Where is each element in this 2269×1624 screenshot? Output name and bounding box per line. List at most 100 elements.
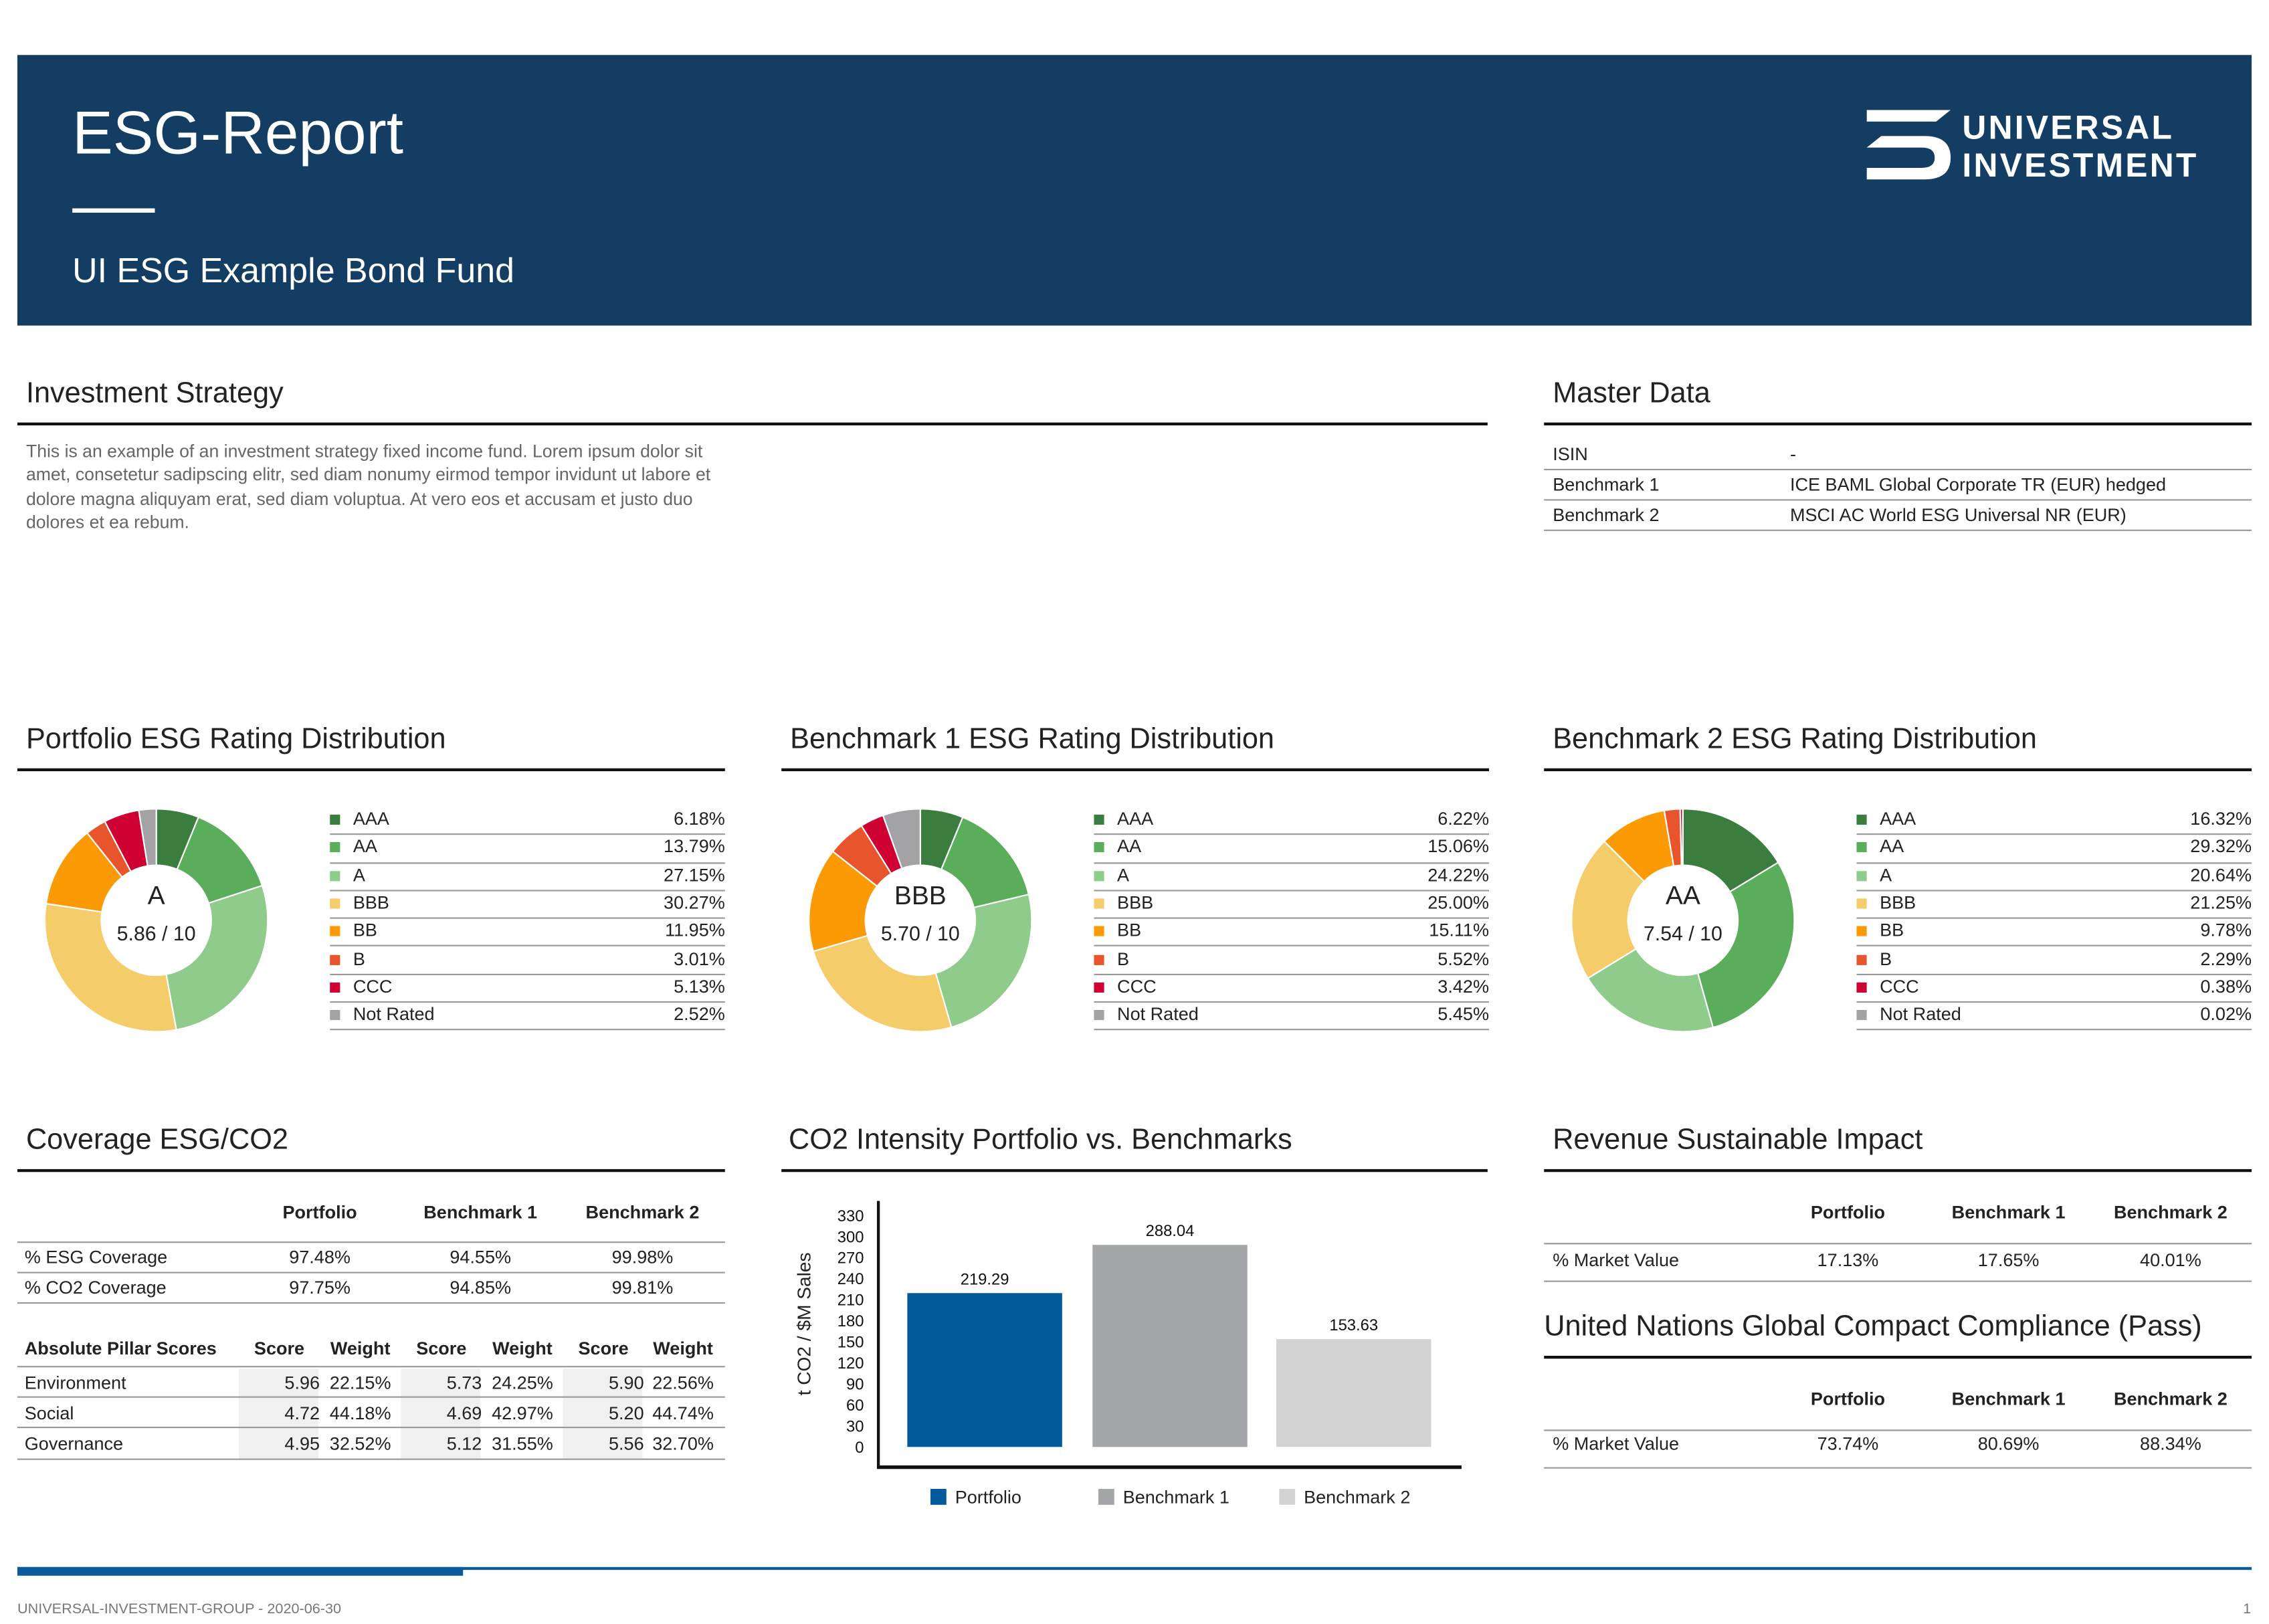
legend-label: Benchmark 1 xyxy=(1123,1488,1229,1508)
legend-value: 5.13% xyxy=(674,976,725,997)
pillar-value: 5.12 xyxy=(446,1433,482,1455)
ungc-value: 73.74% xyxy=(1817,1433,1879,1455)
legend-row: Not Rated 5.45% xyxy=(1094,1001,1490,1031)
logo-mark-icon xyxy=(1866,110,1951,180)
legend-swatch xyxy=(330,926,340,937)
center-score: 5.70 / 10 xyxy=(880,922,960,945)
donut-slice-bbb xyxy=(1571,840,1646,980)
legend-swatch xyxy=(930,1489,947,1505)
legend-row: A 24.22% xyxy=(1094,861,1490,892)
header-banner: ESG-Report UI ESG Example Bond Fund UNIV… xyxy=(17,55,2252,326)
center-grade: AA xyxy=(1665,881,1700,910)
pillar-row-label: Environment xyxy=(24,1373,126,1394)
legend-value: 20.64% xyxy=(2190,864,2252,886)
rating-donut-chart xyxy=(44,808,269,1033)
master-data-label: ISIN xyxy=(1553,444,1588,465)
revenue-value: 17.65% xyxy=(1977,1250,2040,1271)
section-divider xyxy=(1544,768,2252,772)
universal-investment-logo: UNIVERSAL INVESTMENT xyxy=(1866,107,2200,188)
logo-text-line2: INVESTMENT xyxy=(1962,146,2199,184)
legend-value: 5.52% xyxy=(1438,948,1490,969)
legend-swatch xyxy=(330,1010,340,1021)
legend-label: A xyxy=(1117,864,1130,886)
pillar-value: 5.20 xyxy=(608,1403,644,1424)
legend-label: CCC xyxy=(353,976,393,997)
ungc-value: 88.34% xyxy=(2140,1433,2201,1455)
pillar-value: 5.73 xyxy=(446,1373,482,1394)
pillar-header: Absolute Pillar Scores xyxy=(24,1338,217,1359)
legend-label: AA xyxy=(1880,837,1904,857)
ungc-column-header: Portfolio xyxy=(1810,1389,1886,1410)
legend-row: CCC 3.42% xyxy=(1094,973,1490,1003)
legend-label: A xyxy=(1880,864,1892,886)
legend-value: 5.45% xyxy=(1438,1004,1490,1025)
legend-row: BB 11.95% xyxy=(330,918,725,947)
legend-value: 6.22% xyxy=(1438,809,1490,829)
pillar-column-header: Weight xyxy=(330,1338,391,1359)
legend-value: 16.32% xyxy=(2190,809,2252,829)
legend-swatch xyxy=(330,954,340,965)
pillar-value: 22.15% xyxy=(329,1373,391,1394)
legend-row: CCC 0.38% xyxy=(1856,973,2252,1003)
legend-swatch xyxy=(330,870,340,881)
logo-text-line1: UNIVERSAL xyxy=(1962,108,2175,146)
donut-slice-bbb xyxy=(812,934,953,1033)
page-number: 1 xyxy=(2243,1601,2252,1618)
legend-label: B xyxy=(1880,948,1892,969)
y-axis-label: t CO2 / $M Sales xyxy=(793,1252,814,1395)
legend-swatch xyxy=(1094,954,1104,965)
legend-row: BBB 30.27% xyxy=(330,890,725,920)
pillar-value: 4.69 xyxy=(446,1403,482,1424)
legend-label: BB xyxy=(1880,920,1904,941)
legend-row: AAA 6.22% xyxy=(1094,806,1490,835)
row-divider xyxy=(17,1396,725,1398)
legend-value: 15.11% xyxy=(1429,920,1490,941)
legend-row: Not Rated 2.52% xyxy=(330,1001,725,1031)
master-data-title: Master Data xyxy=(1553,377,1710,410)
legend-row: B 5.52% xyxy=(1094,946,1490,975)
pillar-value: 31.55% xyxy=(492,1433,553,1455)
legend-swatch xyxy=(1856,982,1867,993)
legend-label: BB xyxy=(353,920,377,941)
pillar-value: 22.56% xyxy=(652,1373,714,1394)
section-divider xyxy=(781,768,1490,772)
legend-row: BBB 25.00% xyxy=(1094,890,1490,920)
master-data-label: Benchmark 1 xyxy=(1553,474,1660,495)
legend-value: 25.00% xyxy=(1427,892,1490,913)
pillar-value: 42.97% xyxy=(492,1403,553,1424)
y-tick-label: 60 xyxy=(846,1397,864,1415)
section-divider xyxy=(781,1169,1488,1173)
coverage-column-header: Benchmark 1 xyxy=(423,1202,538,1223)
legend-swatch xyxy=(330,842,340,853)
legend-row: BBB 21.25% xyxy=(1856,890,2252,920)
center-grade: A xyxy=(147,881,165,910)
legend-value: 13.79% xyxy=(664,837,725,857)
legend-value: 2.29% xyxy=(2200,948,2252,969)
legend-value: 9.78% xyxy=(2200,920,2252,941)
legend-value: 24.22% xyxy=(1427,864,1490,886)
legend-label: AAA xyxy=(1117,809,1154,829)
bar-data-label: 288.04 xyxy=(1146,1222,1195,1240)
legend-swatch xyxy=(1094,1010,1104,1021)
donut-slice-aa xyxy=(1696,861,1795,1029)
legend-label: BB xyxy=(1117,920,1142,941)
legend-value: 21.25% xyxy=(2190,892,2252,913)
row-divider xyxy=(17,1241,725,1243)
legend-label: Not Rated xyxy=(353,1004,435,1025)
master-data-value: ICE BAML Global Corporate TR (EUR) hedge… xyxy=(1789,474,2167,495)
coverage-title: Coverage ESG/CO2 xyxy=(25,1124,288,1156)
pillar-value: 5.56 xyxy=(608,1433,644,1455)
report-title: ESG-Report xyxy=(72,98,404,167)
y-tick-label: 120 xyxy=(837,1354,864,1373)
pillar-value: 32.52% xyxy=(329,1433,391,1455)
donut-slice-not-rated xyxy=(882,808,921,870)
legend-label: B xyxy=(353,948,365,969)
section-divider xyxy=(1544,1355,2252,1359)
section-divider xyxy=(17,768,725,772)
legend-row: AAA 6.18% xyxy=(330,806,725,835)
legend-swatch xyxy=(1856,870,1867,881)
legend-swatch xyxy=(1094,926,1104,937)
legend-row: B 3.01% xyxy=(330,946,725,975)
fund-name: UI ESG Example Bond Fund xyxy=(72,251,515,291)
donut-slice-a xyxy=(934,893,1033,1029)
